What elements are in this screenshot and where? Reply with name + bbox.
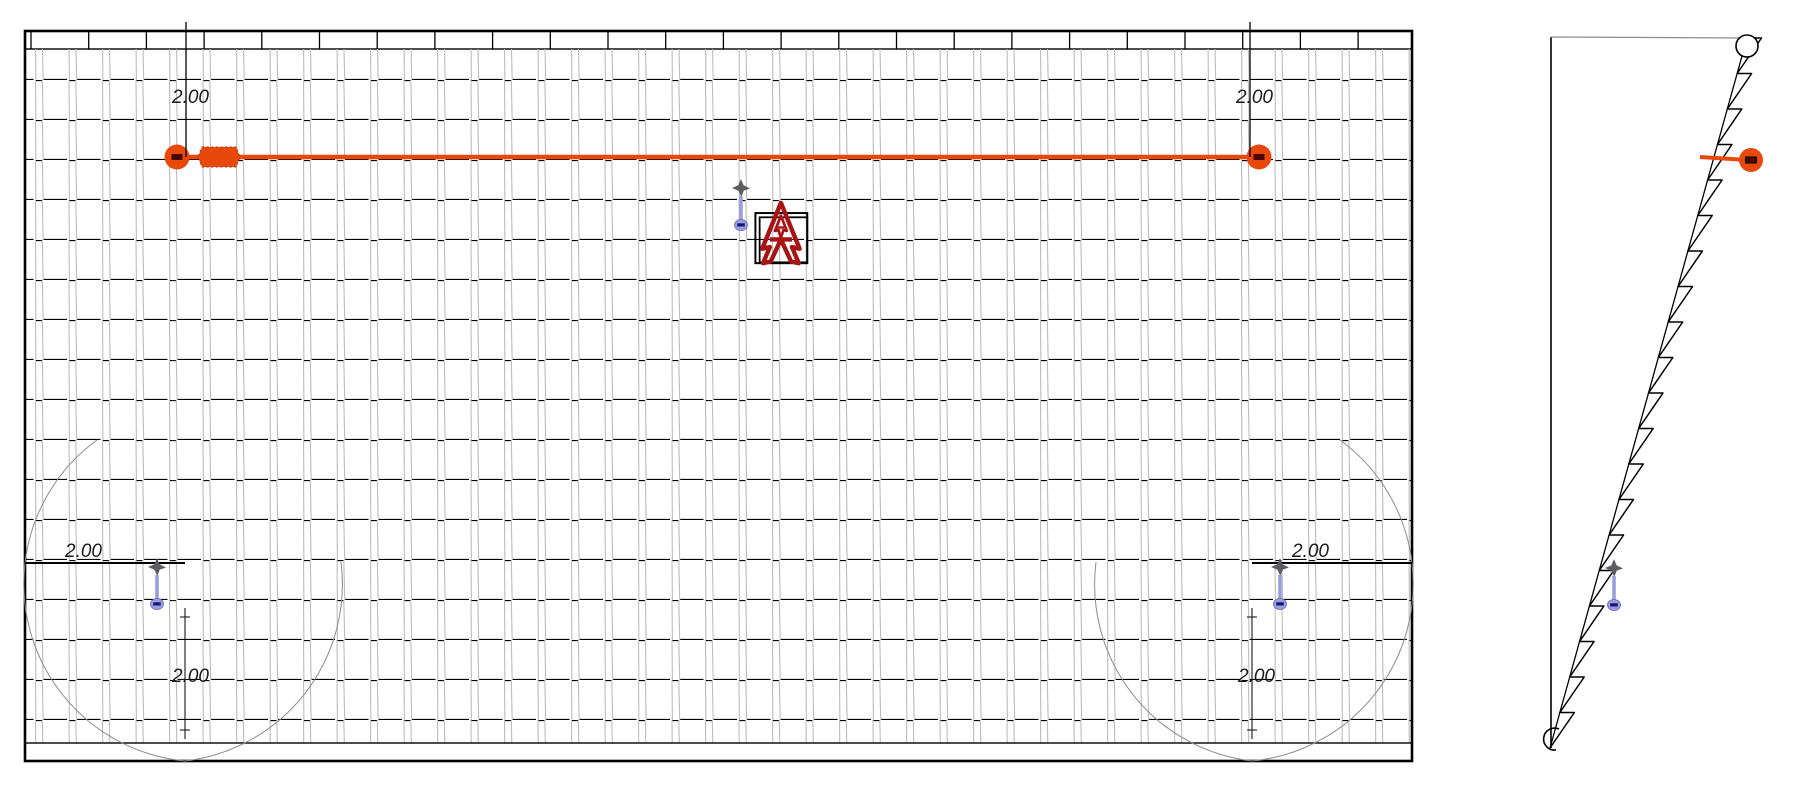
svg-text:2.00: 2.00	[171, 666, 209, 687]
svg-text:2.00: 2.00	[1235, 87, 1273, 108]
svg-text:2.00: 2.00	[64, 541, 102, 562]
svg-text:2.00: 2.00	[171, 87, 209, 108]
svg-text:2.00: 2.00	[1291, 541, 1329, 562]
svg-text:2.00: 2.00	[1237, 666, 1275, 687]
